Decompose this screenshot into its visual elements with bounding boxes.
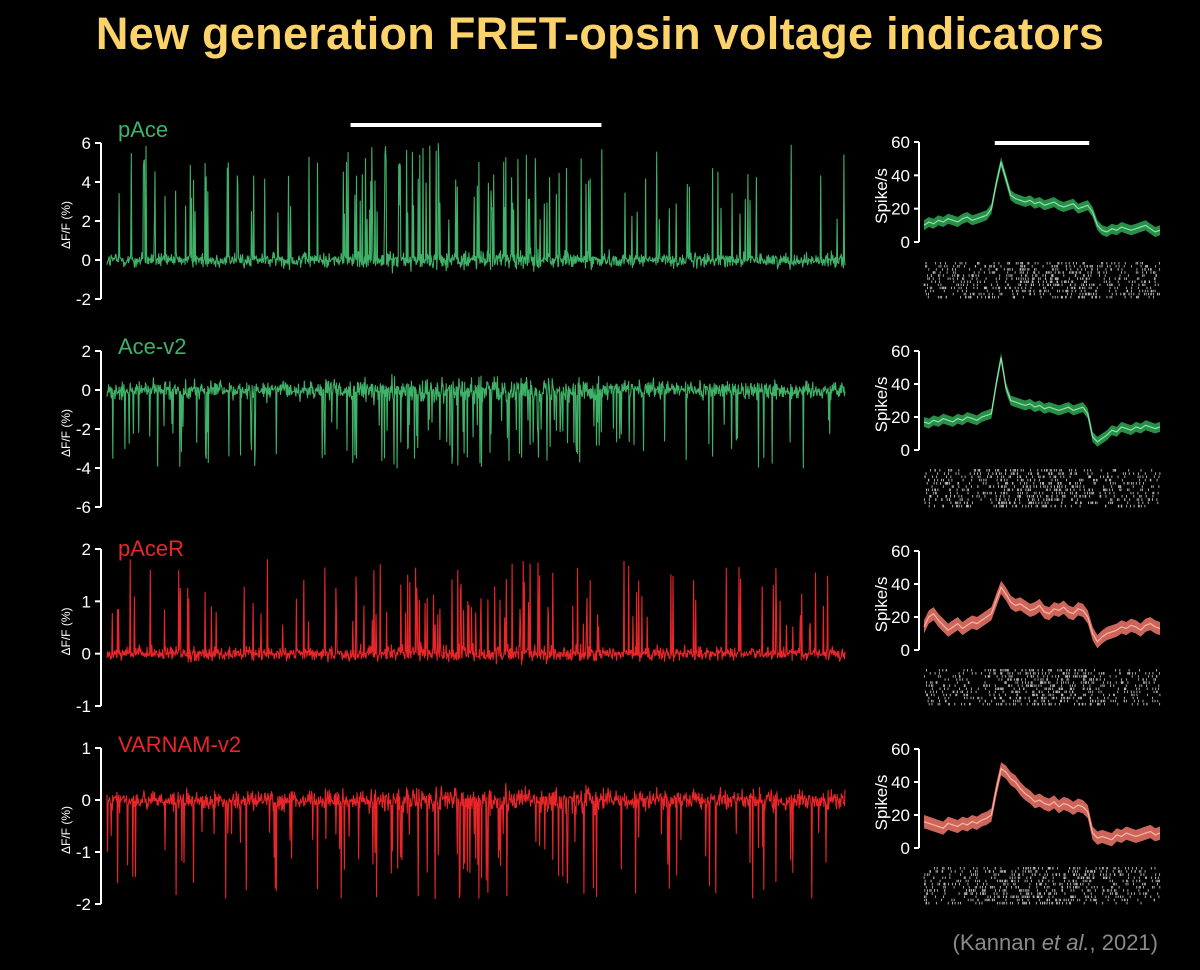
psth-band (924, 580, 1160, 649)
y-axis-label: ΔF/F (%) (59, 409, 73, 457)
psth-y-tick-label: 0 (901, 641, 910, 660)
trace-label: VARNAM-v2 (118, 732, 241, 757)
citation-italic: et al. (1041, 930, 1090, 955)
psth-y-tick-label: 40 (891, 375, 910, 394)
trace-line (106, 782, 846, 900)
spike-raster (923, 867, 1161, 905)
spike-raster (923, 469, 1161, 508)
y-tick-label: -1 (76, 697, 91, 716)
citation-suffix: , 2021) (1089, 930, 1159, 955)
psth-line (923, 767, 1161, 841)
y-tick-label: 1 (82, 592, 91, 611)
citation-prefix: (Kannan (952, 930, 1042, 955)
psth-y-axis-label: Spike/s (872, 168, 891, 224)
trace-label: pAceR (118, 536, 184, 561)
psth-y-tick-label: 40 (891, 773, 910, 792)
y-tick-label: 6 (82, 134, 91, 153)
y-tick-label: 2 (82, 212, 91, 231)
y-tick-label: 4 (82, 173, 91, 192)
spike-raster (923, 262, 1161, 299)
psth-y-tick-label: 40 (891, 575, 910, 594)
y-tick-label: 0 (82, 251, 91, 270)
psth-band (924, 762, 1160, 847)
psth-band (924, 157, 1160, 237)
trace-label: pAce (118, 117, 168, 142)
psth-y-tick-label: 60 (891, 542, 910, 561)
psth-y-tick-label: 20 (891, 200, 910, 219)
psth-y-axis-label: Spike/s (872, 775, 891, 831)
y-tick-label: -4 (76, 459, 91, 478)
psth-y-tick-label: 60 (891, 740, 910, 759)
y-axis-label: ΔF/F (%) (59, 806, 73, 854)
psth-line (923, 357, 1161, 443)
psth-y-tick-label: 20 (891, 608, 910, 627)
slide-title: New generation FRET-opsin voltage indica… (95, 8, 1105, 59)
spike-raster (923, 669, 1161, 706)
trace-line (106, 143, 846, 274)
psth-band (924, 352, 1160, 447)
psth-y-tick-label: 20 (891, 806, 910, 825)
psth-y-tick-label: 0 (901, 839, 910, 858)
psth-y-axis-label: Spike/s (872, 577, 891, 633)
y-tick-label: 2 (82, 342, 91, 361)
y-tick-label: 2 (82, 540, 91, 559)
psth-y-tick-label: 60 (891, 342, 910, 361)
trace-line (106, 373, 846, 469)
psth-line (923, 586, 1161, 643)
y-axis-label: ΔF/F (%) (59, 201, 73, 249)
psth-y-tick-label: 0 (901, 233, 910, 252)
y-tick-label: -2 (76, 895, 91, 914)
y-tick-label: -2 (76, 290, 91, 309)
psth-y-tick-label: 40 (891, 166, 910, 185)
y-tick-label: 0 (82, 645, 91, 664)
psth-y-tick-label: 60 (891, 133, 910, 152)
y-axis-label: ΔF/F (%) (59, 607, 73, 655)
citation: (Kannan et al., 2021) (953, 930, 1159, 956)
y-tick-label: -6 (76, 498, 91, 517)
y-tick-label: -1 (76, 843, 91, 862)
y-tick-label: 0 (82, 791, 91, 810)
y-tick-label: -2 (76, 420, 91, 439)
y-tick-label: 1 (82, 739, 91, 758)
psth-y-axis-label: Spike/s (872, 377, 891, 433)
psth-y-tick-label: 20 (891, 408, 910, 427)
psth-line (923, 161, 1161, 233)
trace-line (106, 559, 846, 666)
y-tick-label: 0 (82, 381, 91, 400)
psth-y-tick-label: 0 (901, 441, 910, 460)
trace-label: Ace-v2 (118, 334, 186, 359)
